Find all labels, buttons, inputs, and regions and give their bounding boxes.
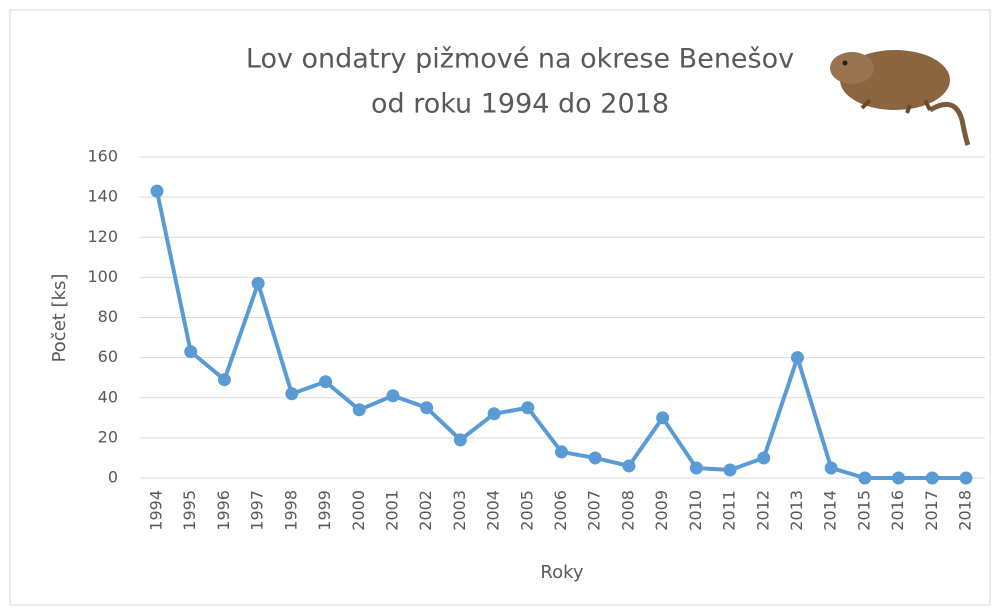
y-tick-label: 80 [98,307,118,326]
x-tick-label: 2015 [854,490,873,531]
y-tick-label: 120 [87,227,118,246]
data-point [892,471,906,485]
x-tick-label: 2011 [720,490,739,531]
x-tick-label: 1994 [147,490,166,531]
x-tick-label: 1995 [180,490,199,531]
x-tick-label: 2012 [753,490,772,531]
data-point [858,471,872,485]
data-point [925,471,939,485]
x-tick-label: 1996 [214,490,233,531]
data-point [217,373,231,387]
muskrat-illustration [830,50,971,146]
x-tick-label: 2001 [382,490,401,531]
data-point [352,403,366,417]
x-tick-label: 1997 [248,490,267,531]
data-point [319,375,333,389]
x-tick-label: 1998 [281,490,300,531]
data-point [521,401,535,415]
x-tick-label: 2018 [956,490,975,531]
y-axis-title: Počet [ks] [49,274,70,363]
data-point [285,387,299,401]
data-point [487,407,501,421]
x-tick-label: 2005 [517,490,536,531]
chart-frame [9,9,991,606]
y-tick-label: 40 [98,387,118,406]
data-point [453,433,467,447]
data-point [622,459,636,473]
data-point [790,351,804,365]
data-point [184,345,198,359]
y-tick-label: 60 [98,347,118,366]
data-point [386,389,400,403]
x-tick-label: 2009 [652,490,671,531]
chart-title: Lov ondatry pižmové na okrese Benešov [246,44,794,75]
x-tick-label: 1999 [315,490,334,531]
data-point [723,463,737,477]
data-point [150,184,164,198]
data-point [656,411,670,425]
y-tick-label: 20 [98,427,118,446]
data-point [959,471,973,485]
x-tick-label: 2016 [888,490,907,531]
data-point [588,451,602,465]
x-axis-title: Roky [540,562,583,583]
x-tick-label: 2006 [551,490,570,531]
x-tick-label: 2008 [618,490,637,531]
y-tick-label: 100 [87,267,118,286]
y-tick-label: 0 [108,468,118,487]
data-point [251,276,265,290]
x-tick-label: 2007 [585,490,604,531]
x-tick-label: 2002 [416,490,435,531]
data-point [757,451,771,465]
chart-title: od roku 1994 do 2018 [371,89,669,120]
x-tick-label: 2003 [450,490,469,531]
data-point [824,461,838,475]
x-tick-label: 2013 [787,490,806,531]
x-tick-label: 2010 [686,490,705,531]
data-point [420,401,434,415]
y-tick-label: 140 [87,187,118,206]
x-tick-label: 2004 [484,490,503,531]
y-tick-label: 160 [87,147,118,166]
data-point [555,445,568,459]
x-tick-label: 2014 [821,490,840,531]
data-point [689,461,703,475]
x-tick-label: 2000 [349,490,368,531]
x-tick-label: 2017 [922,490,941,531]
